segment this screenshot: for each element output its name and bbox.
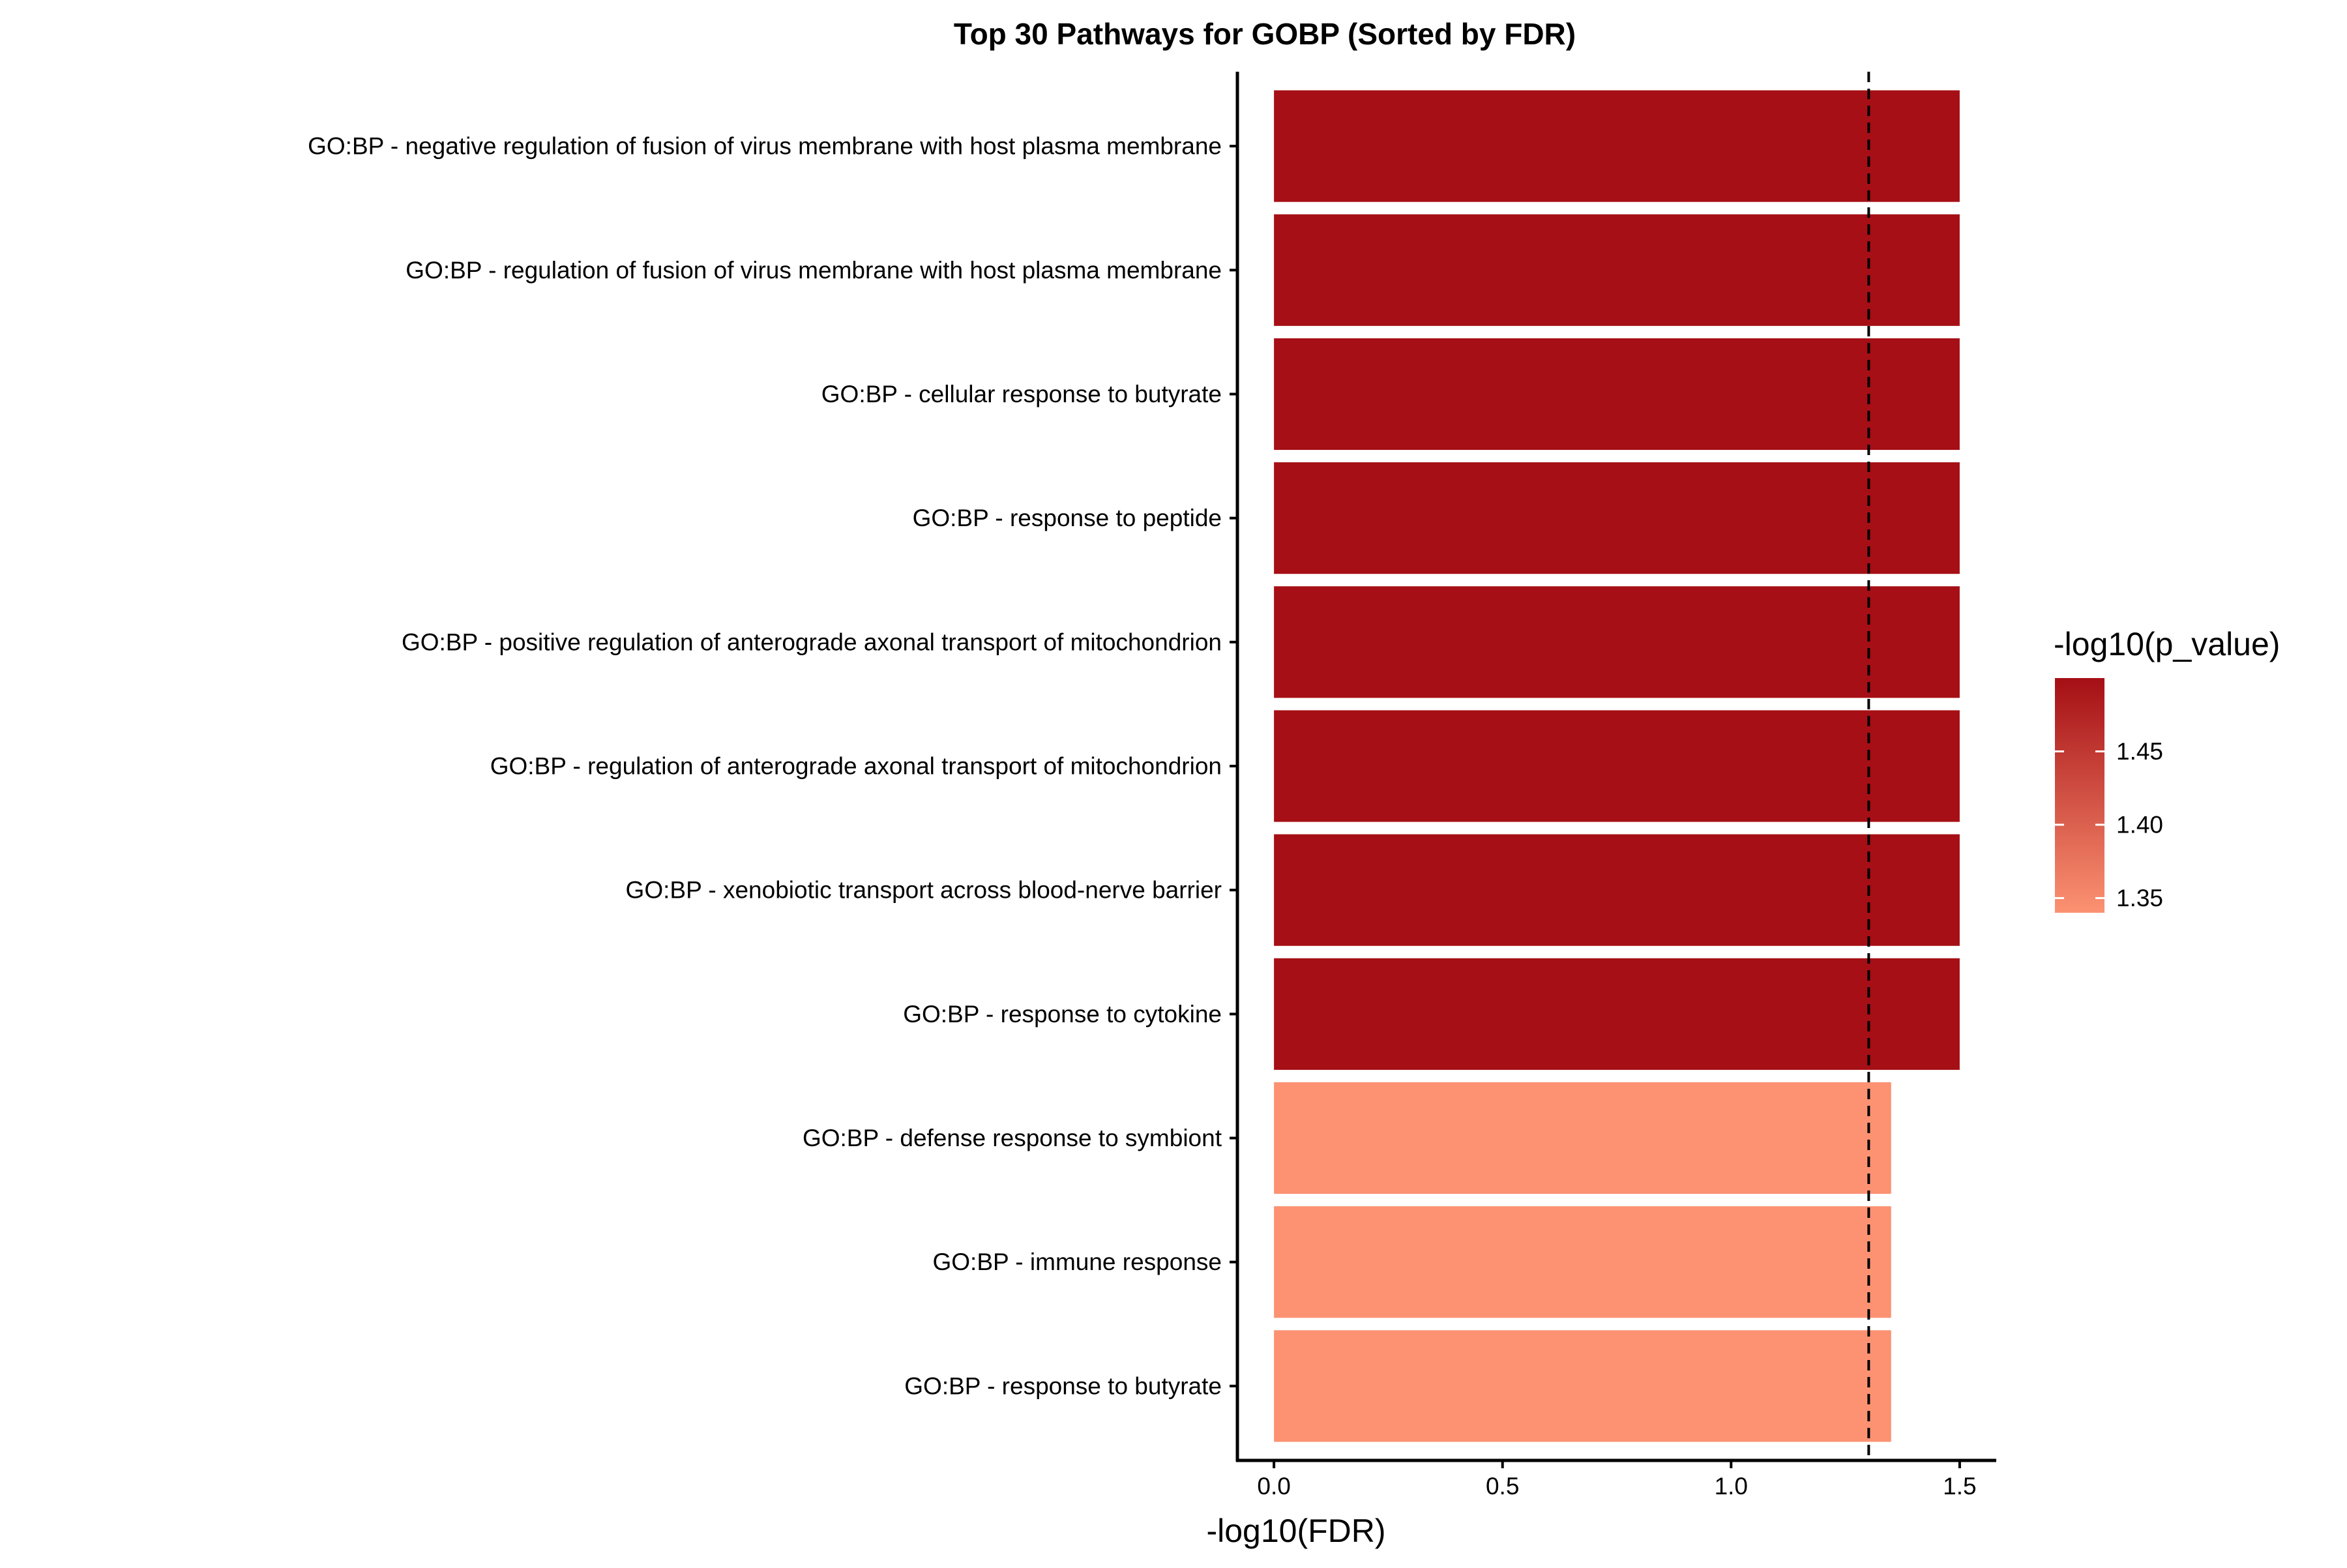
bar-8 <box>1274 958 1960 1070</box>
y-tick-label: GO:BP - cellular response to butyrate <box>821 381 1222 407</box>
bar-10 <box>1274 1206 1891 1318</box>
x-tick-label: 0.5 <box>1486 1473 1519 1500</box>
y-axis: GO:BP - negative regulation of fusion of… <box>308 72 1239 1462</box>
bar-5 <box>1274 586 1960 698</box>
x-tick-label: 0.0 <box>1257 1473 1290 1500</box>
bar-1 <box>1274 90 1960 202</box>
bar-6 <box>1274 710 1960 822</box>
y-tick-label: GO:BP - response to cytokine <box>903 1001 1222 1028</box>
chart-title: Top 30 Pathways for GOBP (Sorted by FDR) <box>954 17 1576 51</box>
legend-tick-label: 1.35 <box>2116 885 2163 911</box>
y-tick-label: GO:BP - negative regulation of fusion of… <box>308 133 1222 160</box>
bars-layer <box>1274 90 1960 1442</box>
y-tick-label: GO:BP - xenobiotic transport across bloo… <box>626 877 1222 904</box>
y-tick-label: GO:BP - positive regulation of anterogra… <box>402 629 1222 655</box>
x-tick-label: 1.5 <box>1943 1473 1976 1500</box>
bar-4 <box>1274 462 1960 574</box>
legend-tick-label: 1.45 <box>2116 738 2163 765</box>
legend-title: -log10(p_value) <box>2054 626 2280 662</box>
y-tick-label: GO:BP - defense response to symbiont <box>803 1125 1222 1151</box>
bar-3 <box>1274 338 1960 451</box>
y-tick-label: GO:BP - response to butyrate <box>904 1372 1222 1399</box>
color-legend: -log10(p_value) 1.35 1.40 1.45 <box>2054 626 2280 913</box>
x-axis: 0.0 0.5 1.0 1.5 <box>1236 1458 1996 1500</box>
bar-9 <box>1274 1082 1891 1194</box>
y-tick-label: GO:BP - response to peptide <box>913 505 1222 531</box>
bar-11 <box>1274 1330 1891 1442</box>
bar-7 <box>1274 834 1960 946</box>
x-tick-label: 1.0 <box>1715 1473 1748 1500</box>
x-axis-title: -log10(FDR) <box>1206 1513 1385 1549</box>
bar-2 <box>1274 214 1960 326</box>
y-tick-label: GO:BP - regulation of fusion of virus me… <box>406 257 1222 284</box>
legend-colorbar <box>2055 678 2104 913</box>
y-tick-label: GO:BP - immune response <box>933 1249 1222 1275</box>
legend-tick-label: 1.40 <box>2116 812 2163 838</box>
y-tick-label: GO:BP - regulation of anterograde axonal… <box>490 753 1222 780</box>
